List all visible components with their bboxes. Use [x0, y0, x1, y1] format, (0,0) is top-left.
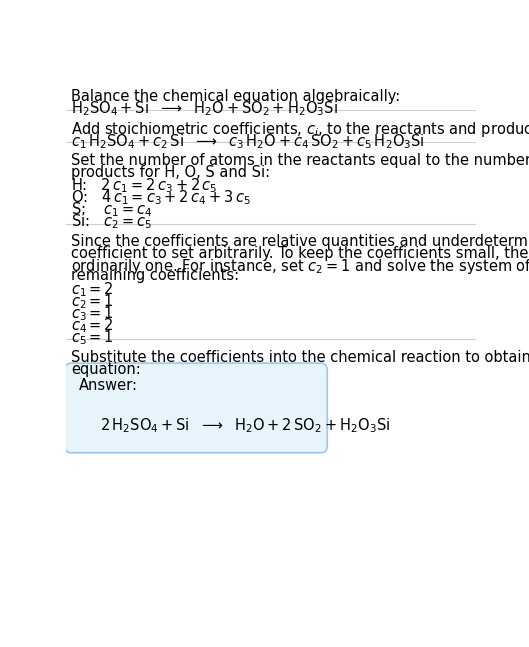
Text: Answer:: Answer: [79, 378, 138, 393]
Text: O:   $4\,c_1 = c_3 + 2\,c_4 + 3\,c_5$: O: $4\,c_1 = c_3 + 2\,c_4 + 3\,c_5$ [71, 189, 251, 208]
Text: $c_1 = 2$: $c_1 = 2$ [71, 280, 114, 299]
Text: ordinarily one. For instance, set $c_2 = 1$ and solve the system of equations fo: ordinarily one. For instance, set $c_2 =… [71, 257, 529, 276]
Text: Balance the chemical equation algebraically:: Balance the chemical equation algebraica… [71, 89, 400, 104]
Text: coefficient to set arbitrarily. To keep the coefficients small, the arbitrary va: coefficient to set arbitrarily. To keep … [71, 245, 529, 261]
Text: $c_1\,\mathsf{H_2SO_4} + c_2\,\mathsf{Si}$  $\mathsf{\longrightarrow}$  $c_3\,\m: $c_1\,\mathsf{H_2SO_4} + c_2\,\mathsf{Si… [71, 132, 425, 151]
Text: Si:   $c_2 = c_5$: Si: $c_2 = c_5$ [71, 213, 152, 232]
Text: products for H, O, S and Si:: products for H, O, S and Si: [71, 165, 270, 180]
Text: $c_4 = 2$: $c_4 = 2$ [71, 316, 114, 335]
Text: $c_2 = 1$: $c_2 = 1$ [71, 292, 114, 311]
Text: Since the coefficients are relative quantities and underdetermined, choose a: Since the coefficients are relative quan… [71, 234, 529, 249]
Text: remaining coefficients:: remaining coefficients: [71, 269, 239, 283]
Text: equation:: equation: [71, 362, 141, 377]
Text: H:   $2\,c_1 = 2\,c_3 + 2\,c_5$: H: $2\,c_1 = 2\,c_3 + 2\,c_5$ [71, 177, 217, 195]
Text: $\mathsf{H_2SO_4 + Si}$  $\mathsf{\longrightarrow}$  $\mathsf{H_2O + SO_2 + H_2O: $\mathsf{H_2SO_4 + Si}$ $\mathsf{\longri… [71, 100, 338, 118]
Text: Add stoichiometric coefficients, $c_i$, to the reactants and products:: Add stoichiometric coefficients, $c_i$, … [71, 120, 529, 139]
Text: $2\,\mathsf{H_2SO_4} + \mathsf{Si}$  $\mathsf{\longrightarrow}$  $\mathsf{H_2O} : $2\,\mathsf{H_2SO_4} + \mathsf{Si}$ $\ma… [100, 417, 390, 435]
Text: $c_3 = 1$: $c_3 = 1$ [71, 304, 114, 323]
Text: Substitute the coefficients into the chemical reaction to obtain the balanced: Substitute the coefficients into the che… [71, 350, 529, 365]
FancyBboxPatch shape [65, 363, 327, 453]
Text: $c_5 = 1$: $c_5 = 1$ [71, 328, 114, 347]
Text: S:    $c_1 = c_4$: S: $c_1 = c_4$ [71, 201, 153, 219]
Text: Set the number of atoms in the reactants equal to the number of atoms in the: Set the number of atoms in the reactants… [71, 153, 529, 168]
